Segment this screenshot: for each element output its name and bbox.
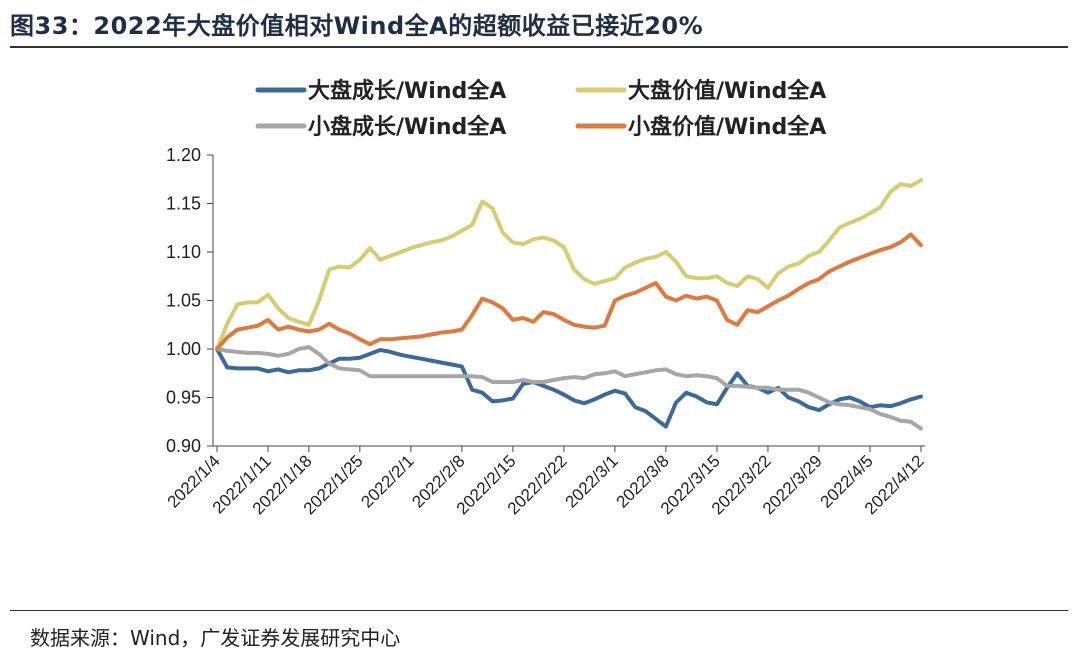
- y-tick-label: 1.05: [166, 291, 201, 311]
- series-group: [215, 178, 923, 431]
- legend-label-4: 小盘价值/Wind全A: [628, 114, 826, 140]
- series-line-1: [215, 347, 923, 429]
- legend: 大盘成长/Wind全A 大盘价值/Wind全A 小盘成长/Wind全A 小盘价值/Wi…: [255, 78, 826, 140]
- legend-label-3: 小盘成长/Wind全A: [308, 114, 506, 140]
- title-divider: [10, 46, 1068, 48]
- x-axis: 2022/1/42022/1/112022/1/182022/1/252022/…: [164, 445, 928, 518]
- y-tick-label: 1.15: [166, 194, 201, 214]
- legend-label-2: 大盘价值/Wind全A: [628, 78, 826, 104]
- data-source-note: 数据来源：Wind，广发证券发展研究中心: [30, 626, 401, 650]
- y-tick-label: 0.90: [166, 436, 201, 456]
- series-line-3: [215, 345, 923, 431]
- x-tick-label: 2022/2/1: [357, 451, 417, 511]
- series-line-2: [215, 178, 923, 351]
- x-tick-label: 2022/3/1: [562, 451, 622, 511]
- y-tick-label: 1.20: [166, 145, 201, 165]
- y-tick-label: 1.00: [166, 339, 201, 359]
- legend-label-1: 大盘成长/Wind全A: [308, 78, 506, 104]
- y-tick-label: 0.95: [166, 388, 201, 408]
- source-divider: [10, 610, 1068, 611]
- series-line-4: [215, 232, 923, 351]
- chart-title: 图33：2022年大盘价值相对Wind全A的超额收益已接近20%: [10, 12, 704, 40]
- y-axis: 1.20 1.15 1.10 1.05 1.00 0.95 0.90: [166, 145, 214, 456]
- y-tick-label: 1.10: [166, 242, 201, 262]
